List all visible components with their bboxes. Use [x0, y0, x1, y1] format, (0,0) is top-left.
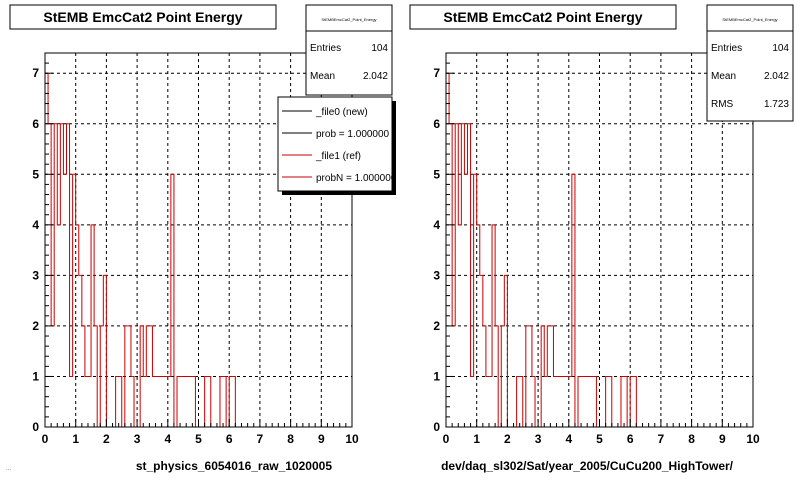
y-tick-label: 2: [433, 319, 440, 333]
x-tick-label: 0: [443, 432, 450, 446]
x-tick-label: 9: [719, 432, 726, 446]
x-tick-label: 7: [658, 432, 665, 446]
x-tick-label: 9: [318, 432, 325, 446]
y-tick-label: 5: [433, 167, 440, 181]
stats-entries-label: Entries: [711, 43, 742, 54]
x-tick-label: 10: [345, 432, 359, 446]
y-tick-label: 4: [32, 218, 39, 232]
stats-box: [305, 4, 393, 96]
chart-title: StEMB EmcCat2 Point Energy: [43, 9, 242, 25]
x-tick-label: 1: [473, 432, 480, 446]
y-tick-label: 0: [32, 420, 39, 434]
x-tick-label: 5: [195, 432, 202, 446]
x-tick-label: 2: [103, 432, 110, 446]
stats-entries-value: 104: [371, 43, 388, 54]
y-tick-label: 5: [32, 167, 39, 181]
footer-text: ...: [6, 466, 11, 472]
stats-rms-label: RMS: [711, 99, 734, 110]
stats-rms-value: 1.723: [764, 99, 789, 110]
chart-title: StEMB EmcCat2 Point Energy: [443, 9, 642, 25]
x-tick-label: 7: [257, 432, 264, 446]
legend-entry-label: _file1 (ref): [315, 151, 361, 162]
right-histogram-pad: 0 1 2 3 4 5 6 7 8 9 10 0 1 2 3 4 5 6 7 dev/daq_sl302/Sat/ye…: [409, 4, 794, 473]
legend-entry-label: probN = 1.000000: [316, 173, 397, 184]
y-tick-label: 7: [433, 66, 440, 80]
y-tick-label: 4: [433, 218, 440, 232]
x-axis-label: st_physics_6054016_raw_1020005: [136, 459, 332, 473]
title-box: [409, 4, 677, 30]
x-tick-label: 10: [746, 432, 760, 446]
left-histogram-pad: 0 1 2 3 4 5 6 7 8 9 10 0 1 2 3 4 5 6 7 st_physics_6054016_r…: [9, 4, 397, 473]
y-tick-label: 6: [433, 117, 440, 131]
legend-entry-label: _file0 (new): [315, 107, 368, 118]
stats-mean-label: Mean: [310, 71, 335, 82]
y-tick-label: 0: [433, 420, 440, 434]
y-tick-label: 1: [433, 369, 440, 383]
y-tick-label: 3: [32, 268, 39, 282]
title-box: [9, 4, 277, 30]
legend-box: [277, 96, 393, 192]
stats-mean-label: Mean: [711, 71, 736, 82]
x-tick-label: 6: [627, 432, 634, 446]
x-tick-label: 8: [287, 432, 294, 446]
x-tick-label: 8: [688, 432, 695, 446]
x-tick-label: 0: [42, 432, 49, 446]
stats-mean-value: 2.042: [764, 71, 789, 82]
x-tick-label: 5: [596, 432, 603, 446]
x-tick-label: 1: [72, 432, 79, 446]
y-tick-label: 6: [32, 117, 39, 131]
y-tick-label: 3: [433, 268, 440, 282]
stats-header: StEMBEmcCat2_Point_Energy: [722, 17, 777, 22]
stats-box: [706, 4, 794, 122]
x-axis-label: dev/daq_sl302/Sat/year_2005/CuCu200_High…: [441, 459, 734, 473]
stats-header: StEMBEmcCat2_Point_Energy: [321, 17, 376, 22]
x-tick-label: 3: [535, 432, 542, 446]
y-tick-label: 2: [32, 319, 39, 333]
stats-entries-label: Entries: [310, 43, 341, 54]
x-tick-label: 4: [565, 432, 572, 446]
y-tick-label: 7: [32, 66, 39, 80]
x-tick-label: 4: [164, 432, 171, 446]
x-tick-label: 2: [504, 432, 511, 446]
x-tick-label: 6: [226, 432, 233, 446]
x-tick-label: 3: [134, 432, 141, 446]
stats-mean-value: 2.042: [363, 71, 388, 82]
stats-entries-value: 104: [772, 43, 789, 54]
y-tick-label: 1: [32, 369, 39, 383]
legend-entry-label: prob = 1.000000: [316, 129, 390, 140]
